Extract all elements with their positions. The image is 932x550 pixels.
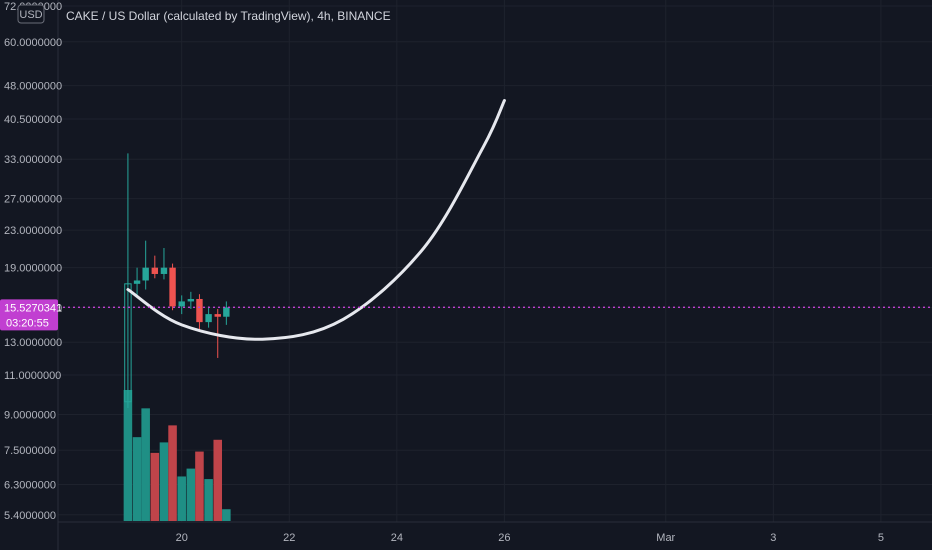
- volume-bar: [150, 452, 160, 521]
- time-axis[interactable]: 20 22 24 26 Mar 3 5: [58, 521, 932, 544]
- volume-bar: [186, 468, 196, 521]
- candle-body[interactable]: [169, 267, 176, 307]
- price-tick-label: 5.4000000: [4, 510, 56, 522]
- volume-bar: [204, 479, 213, 521]
- time-tick-label: Mar: [656, 532, 675, 544]
- candle-body[interactable]: [151, 267, 159, 274]
- current-price-label: 15.5270341: [4, 302, 62, 314]
- price-tick-label: 48.0000000: [4, 81, 62, 93]
- candle-body[interactable]: [214, 314, 221, 317]
- volume-bars: [123, 390, 231, 521]
- time-tick-label: 20: [176, 532, 188, 544]
- candle-body[interactable]: [160, 267, 168, 274]
- chart-title: CAKE / US Dollar (calculated by TradingV…: [66, 9, 391, 23]
- current-price-tag: 15.5270341 03:20:55: [0, 299, 62, 331]
- bar-countdown-label: 03:20:55: [6, 317, 49, 329]
- price-tick-label: 6.3000000: [4, 479, 56, 491]
- price-tick-label: 7.5000000: [4, 445, 56, 457]
- candle-body[interactable]: [133, 280, 141, 284]
- candle-body[interactable]: [223, 307, 230, 317]
- price-tick-label: 11.0000000: [4, 370, 61, 382]
- current-price-tag-bg: [0, 299, 58, 331]
- time-tick-label: 3: [770, 532, 776, 544]
- candle-body[interactable]: [178, 301, 185, 307]
- currency-badge-label: USD: [19, 9, 42, 21]
- volume-bar: [159, 442, 169, 521]
- volume-bar: [222, 509, 231, 521]
- volume-bar: [141, 408, 150, 521]
- time-tick-label: 5: [878, 532, 884, 544]
- price-tick-label: 13.0000000: [4, 337, 62, 349]
- volume-bar: [132, 437, 142, 521]
- candle-body[interactable]: [142, 267, 149, 281]
- volume-bar: [123, 390, 133, 521]
- curve-path[interactable]: [126, 99, 506, 341]
- candle-body[interactable]: [196, 298, 203, 323]
- volume-bar: [177, 476, 186, 521]
- curve-drawing[interactable]: [126, 99, 506, 341]
- grid-lines: [58, 0, 932, 522]
- price-tick-label: 33.0000000: [4, 154, 62, 166]
- volume-bar: [195, 451, 204, 521]
- candle-body[interactable]: [187, 298, 195, 302]
- volume-bar: [168, 425, 177, 521]
- price-axis[interactable]: 72.000000060.000000048.000000040.5000000…: [4, 0, 62, 550]
- currency-badge[interactable]: USD: [17, 4, 45, 24]
- time-tick-label: 22: [283, 532, 295, 544]
- candlestick-series[interactable]: [124, 153, 230, 408]
- candle-body[interactable]: [124, 283, 132, 403]
- volume-bar: [213, 439, 223, 521]
- time-tick-label: 24: [391, 532, 403, 544]
- price-tick-label: 60.0000000: [4, 37, 62, 49]
- currency-badge-bg: [17, 4, 45, 24]
- price-tick-label: 27.0000000: [4, 194, 62, 206]
- price-tick-label: 23.0000000: [4, 225, 62, 237]
- time-tick-label: 26: [498, 532, 510, 544]
- price-tick-label: 19.0000000: [4, 263, 62, 275]
- candle-body[interactable]: [205, 314, 212, 323]
- price-tick-label: 9.0000000: [4, 409, 56, 421]
- price-tick-label: 40.5000000: [4, 114, 62, 126]
